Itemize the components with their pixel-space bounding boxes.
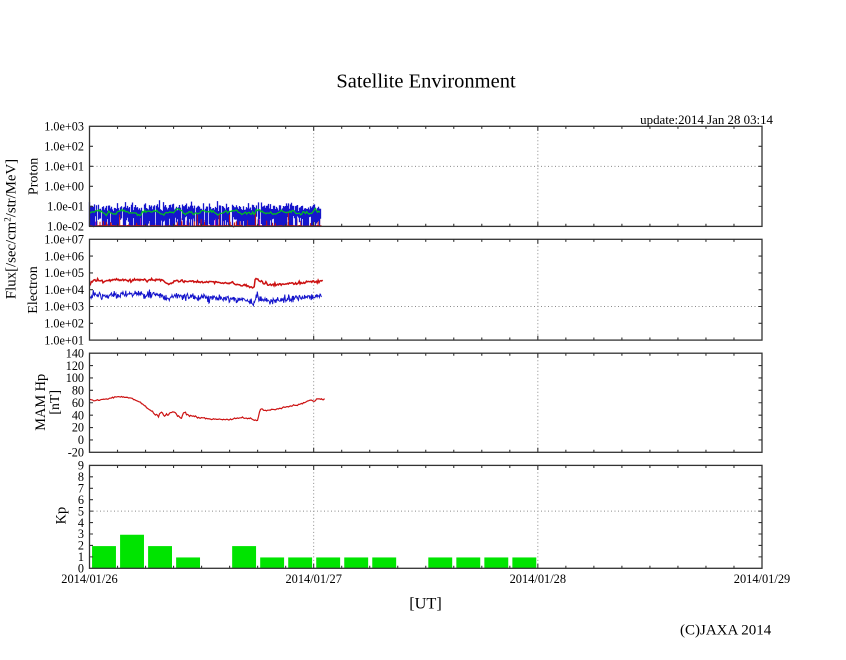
svg-text:120: 120 (66, 359, 84, 373)
svg-text:9: 9 (78, 459, 84, 473)
svg-text:Proton: Proton (27, 158, 42, 195)
svg-text:Kp: Kp (54, 507, 70, 524)
svg-text:1.0e+02: 1.0e+02 (44, 317, 84, 331)
svg-text:80: 80 (72, 384, 84, 398)
svg-text:1.0e+01: 1.0e+01 (44, 160, 84, 174)
svg-text:2014/01/28: 2014/01/28 (510, 572, 566, 586)
svg-text:Flux[/sec/cm2/str/MeV]: Flux[/sec/cm2/str/MeV] (3, 159, 20, 299)
svg-text:4: 4 (78, 516, 84, 530)
svg-text:1.0e-02: 1.0e-02 (47, 220, 84, 234)
svg-text:[UT]: [UT] (409, 594, 442, 613)
svg-text:0: 0 (78, 433, 84, 447)
svg-text:2014/01/26: 2014/01/26 (61, 572, 117, 586)
svg-text:1.0e+04: 1.0e+04 (44, 283, 84, 297)
svg-text:2: 2 (78, 539, 84, 553)
svg-text:1.0e-01: 1.0e-01 (47, 200, 84, 214)
svg-text:140: 140 (66, 346, 84, 360)
svg-text:2014/01/29: 2014/01/29 (734, 572, 790, 586)
svg-text:update:2014 Jan 28 03:14: update:2014 Jan 28 03:14 (640, 113, 773, 127)
svg-text:20: 20 (72, 421, 84, 435)
svg-text:[nT]: [nT] (47, 390, 62, 415)
svg-text:1: 1 (78, 550, 84, 564)
svg-text:Electron: Electron (26, 266, 41, 313)
svg-text:-20: -20 (68, 446, 84, 460)
svg-text:1.0e+03: 1.0e+03 (44, 300, 84, 314)
svg-text:1.0e+06: 1.0e+06 (44, 249, 84, 263)
svg-text:1.0e+03: 1.0e+03 (44, 120, 84, 134)
svg-text:1.0e+07: 1.0e+07 (44, 233, 84, 247)
svg-text:8: 8 (78, 470, 84, 484)
svg-text:1.0e+05: 1.0e+05 (44, 266, 84, 280)
svg-text:MAM Hp: MAM Hp (33, 374, 49, 431)
svg-text:(C)JAXA 2014: (C)JAXA 2014 (680, 623, 772, 639)
svg-text:0: 0 (78, 562, 84, 576)
svg-text:40: 40 (72, 408, 84, 422)
svg-text:6: 6 (78, 493, 84, 507)
svg-text:100: 100 (66, 371, 84, 385)
svg-text:Satellite Environment: Satellite Environment (336, 71, 516, 93)
svg-text:60: 60 (72, 396, 84, 410)
svg-text:3: 3 (78, 527, 84, 541)
svg-text:1.0e+02: 1.0e+02 (44, 140, 84, 154)
svg-text:1.0e+00: 1.0e+00 (44, 180, 84, 194)
svg-text:5: 5 (78, 504, 84, 518)
svg-text:1.0e+01: 1.0e+01 (44, 333, 84, 347)
svg-text:2014/01/27: 2014/01/27 (285, 572, 341, 586)
svg-text:7: 7 (78, 481, 84, 495)
